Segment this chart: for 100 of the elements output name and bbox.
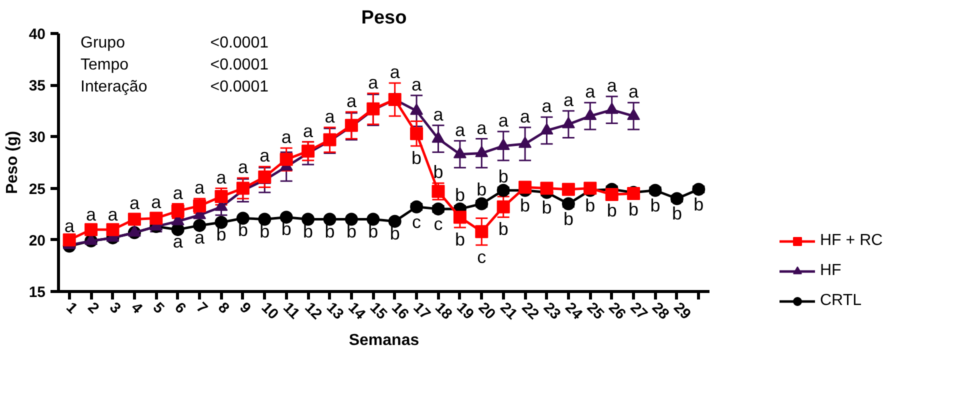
x-tick-label: 23 <box>540 299 564 324</box>
annotation: b <box>454 184 465 205</box>
x-tick-label: 9 <box>236 299 254 318</box>
x-tick-label: 8 <box>214 299 232 318</box>
annotation: b <box>390 223 400 244</box>
annotation: a <box>346 90 358 111</box>
point <box>150 212 163 225</box>
point <box>496 200 510 214</box>
point <box>475 225 488 238</box>
annotation: b <box>563 208 574 229</box>
point <box>584 108 597 120</box>
annotation: b <box>650 195 660 216</box>
annotation: b <box>281 219 292 240</box>
annotation: a <box>238 156 249 177</box>
annotation: b <box>216 224 226 244</box>
annotation: a <box>303 120 314 141</box>
annotation: b <box>346 221 356 242</box>
annotation: c <box>412 212 422 232</box>
x-tick-label: 1 <box>62 299 81 318</box>
point <box>388 214 402 228</box>
annotation: a <box>172 232 184 252</box>
point <box>410 200 424 214</box>
annotation: a <box>368 72 380 92</box>
annotation: b <box>324 221 335 242</box>
annotation: a <box>281 127 292 148</box>
x-tick-label: 10 <box>258 299 282 324</box>
point <box>648 184 662 197</box>
x-tick-label: 7 <box>192 299 211 318</box>
point <box>258 212 272 226</box>
text: Grupo <0.0001 <box>80 34 268 52</box>
annotation: a <box>86 204 98 224</box>
annotation: a <box>194 178 206 198</box>
point <box>344 212 358 226</box>
annotation: b <box>368 221 378 242</box>
point <box>280 152 293 166</box>
annotation: a <box>606 75 618 96</box>
annotation: a <box>324 106 336 126</box>
text: Tempo <0.0001 <box>80 56 268 74</box>
annotation: a <box>390 62 401 82</box>
annotation: a <box>108 204 119 224</box>
point <box>605 188 618 201</box>
annotation: c <box>477 247 486 268</box>
annotation: b <box>238 220 248 240</box>
y-tick-label: 25 <box>28 180 46 198</box>
point <box>302 212 315 226</box>
annotation: b <box>694 194 704 214</box>
point <box>214 190 228 204</box>
point <box>540 123 554 134</box>
point <box>540 182 554 195</box>
point <box>106 223 120 236</box>
point <box>258 170 272 184</box>
point <box>692 182 706 196</box>
annotation: a <box>194 227 206 248</box>
y-tick-label: 40 <box>28 26 46 43</box>
annotation: a <box>412 74 423 94</box>
x-tick-label: 13 <box>323 299 347 324</box>
x-tick-label: 22 <box>518 299 542 324</box>
annotation: b <box>498 219 508 240</box>
x-tick-label: 12 <box>301 299 326 324</box>
legend-label: HF + RC <box>820 232 883 250</box>
x-tick-label: 2 <box>84 299 102 318</box>
x-tick-label: 20 <box>474 299 499 324</box>
point <box>432 131 445 143</box>
x-tick-label: 6 <box>171 299 190 318</box>
annotation: a <box>260 146 271 166</box>
x-tick-label: 17 <box>410 299 434 324</box>
annotation: b <box>498 166 508 186</box>
x-tick-label: 21 <box>496 299 520 324</box>
point <box>670 192 684 206</box>
annotation: a <box>129 193 140 214</box>
annotation: b <box>628 200 639 220</box>
annotation: a <box>151 192 162 212</box>
annotation: b <box>542 198 552 218</box>
x-axis-title: Semanas <box>348 332 420 350</box>
y-tick-label: 30 <box>28 129 46 146</box>
annotation: a <box>563 90 574 110</box>
y-tick-label: 20 <box>28 232 46 250</box>
point <box>366 212 380 226</box>
x-tick-label: 27 <box>626 299 651 324</box>
point <box>496 184 510 197</box>
point <box>562 197 575 210</box>
point <box>410 127 424 140</box>
point <box>605 102 618 114</box>
annotation: a <box>476 118 488 138</box>
point <box>410 103 424 115</box>
point <box>475 197 488 210</box>
annotation: b <box>606 200 617 221</box>
annotation: a <box>585 82 596 102</box>
point <box>562 116 575 128</box>
point <box>562 182 575 196</box>
legend-label: CRTL <box>820 292 862 310</box>
point <box>280 210 293 224</box>
point <box>323 212 336 226</box>
x-tick-label: 18 <box>432 299 456 324</box>
annotation: a <box>64 216 76 236</box>
point <box>62 233 76 246</box>
x-tick-label: 26 <box>605 299 629 324</box>
x-tick-label: 5 <box>149 299 168 318</box>
annotation: b <box>433 162 444 182</box>
point <box>432 202 445 216</box>
